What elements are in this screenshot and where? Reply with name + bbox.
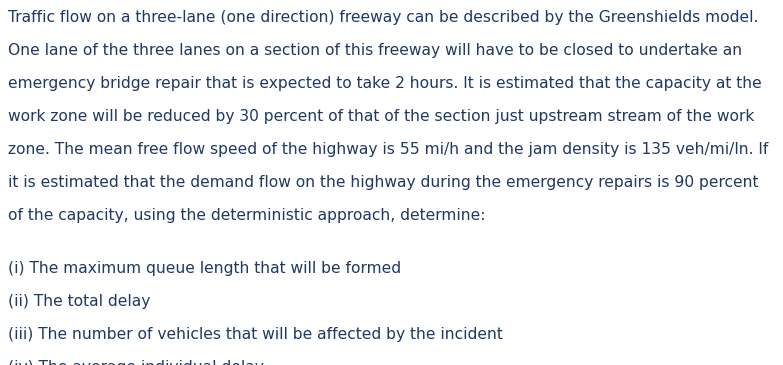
Text: zone. The mean free flow speed of the highway is 55 mi/h and the jam density is : zone. The mean free flow speed of the hi… <box>8 142 768 157</box>
Text: Traffic flow on a three-lane (one direction) freeway can be described by the Gre: Traffic flow on a three-lane (one direct… <box>8 10 759 25</box>
Text: of the capacity, using the deterministic approach, determine:: of the capacity, using the deterministic… <box>8 208 485 223</box>
Text: (iv) The average individual delay: (iv) The average individual delay <box>8 360 264 365</box>
Text: (i) The maximum queue length that will be formed: (i) The maximum queue length that will b… <box>8 261 401 276</box>
Text: emergency bridge repair that is expected to take 2 hours. It is estimated that t: emergency bridge repair that is expected… <box>8 76 762 91</box>
Text: One lane of the three lanes on a section of this freeway will have to be closed : One lane of the three lanes on a section… <box>8 43 742 58</box>
Text: (ii) The total delay: (ii) The total delay <box>8 294 150 309</box>
Text: work zone will be reduced by 30 percent of that of the section just upstream str: work zone will be reduced by 30 percent … <box>8 109 754 124</box>
Text: it is estimated that the demand flow on the highway during the emergency repairs: it is estimated that the demand flow on … <box>8 175 759 190</box>
Text: (iii) The number of vehicles that will be affected by the incident: (iii) The number of vehicles that will b… <box>8 327 503 342</box>
